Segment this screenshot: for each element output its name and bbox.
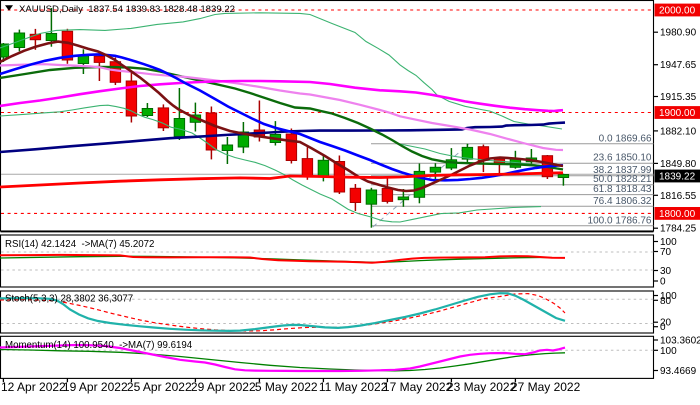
svg-text:2000.00: 2000.00 xyxy=(659,6,696,17)
svg-text:30: 30 xyxy=(660,266,672,277)
svg-text:0: 0 xyxy=(660,322,666,333)
svg-text:61.8 1818.43: 61.8 1818.43 xyxy=(593,184,652,195)
svg-text:27 May 2022: 27 May 2022 xyxy=(511,380,581,394)
svg-text:93.4669: 93.4669 xyxy=(660,366,697,377)
svg-text:12 Apr 2022: 12 Apr 2022 xyxy=(1,380,66,394)
svg-text:Momentum(14) 100.9540 ->MA(7): Momentum(14) 100.9540 ->MA(7) 99.6194 xyxy=(5,340,193,351)
svg-text:5 May 2022: 5 May 2022 xyxy=(255,380,318,394)
svg-text:11 May 2022: 11 May 2022 xyxy=(319,380,388,394)
svg-text:76.4 1806.32: 76.4 1806.32 xyxy=(593,196,652,207)
svg-text:1915.35: 1915.35 xyxy=(660,92,697,103)
svg-text:29 Apr 2022: 29 Apr 2022 xyxy=(191,380,256,394)
svg-text:100.0 1786.76: 100.0 1786.76 xyxy=(588,215,652,226)
svg-text:0: 0 xyxy=(660,277,666,288)
svg-text:1900.00: 1900.00 xyxy=(659,108,696,119)
svg-text:80: 80 xyxy=(660,296,672,307)
svg-text:70: 70 xyxy=(660,247,672,258)
svg-text:1849.80: 1849.80 xyxy=(660,159,697,170)
svg-text:19 Apr 2022: 19 Apr 2022 xyxy=(63,380,128,394)
svg-text:100: 100 xyxy=(660,346,677,357)
svg-text:0.0 1869.66: 0.0 1869.66 xyxy=(599,133,652,144)
svg-text:1980.90: 1980.90 xyxy=(660,28,697,39)
svg-text:1800.00: 1800.00 xyxy=(659,209,696,220)
svg-text:XAUUSD,Daily 1837.54 1839.83: XAUUSD,Daily 1837.54 1839.83 1828.48 183… xyxy=(19,4,235,15)
svg-text:1784.25: 1784.25 xyxy=(660,224,697,235)
svg-text:1816.55: 1816.55 xyxy=(660,191,697,202)
svg-text:RSI(14) 42.1424 ->MA(7) 45.20: RSI(14) 42.1424 ->MA(7) 45.2072 xyxy=(5,239,154,250)
svg-text:1839.22: 1839.22 xyxy=(659,172,696,183)
svg-text:23 May 2022: 23 May 2022 xyxy=(447,380,517,394)
svg-text:1947.65: 1947.65 xyxy=(660,60,697,71)
svg-text:1882.10: 1882.10 xyxy=(660,126,697,137)
svg-text:Stoch(5,3,3) 28,3802 36,3077: Stoch(5,3,3) 28,3802 36,3077 xyxy=(5,294,133,305)
svg-text:17 May 2022: 17 May 2022 xyxy=(383,380,453,394)
svg-text:25 Apr 2022: 25 Apr 2022 xyxy=(127,380,192,394)
svg-text:23.6 1850.10: 23.6 1850.10 xyxy=(593,153,652,164)
